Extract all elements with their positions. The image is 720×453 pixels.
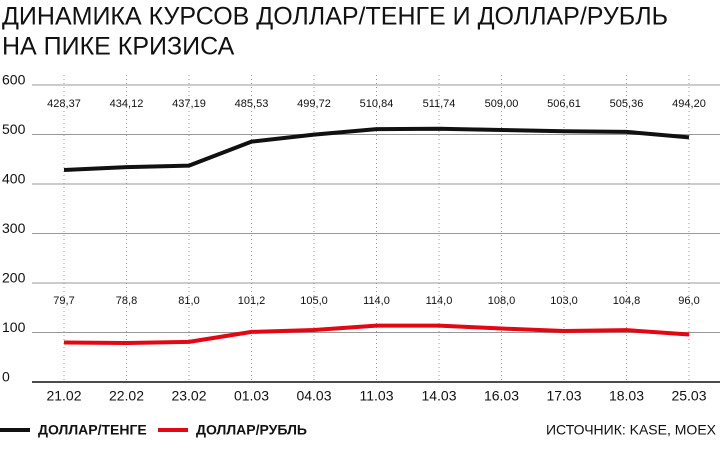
- y-tick-label: 600: [2, 72, 26, 88]
- y-tick-label: 200: [2, 270, 26, 286]
- value-label: 101,2: [238, 295, 266, 307]
- value-label: 104,8: [613, 295, 641, 307]
- source: ИСТОЧНИК: KASE, MOEX: [546, 422, 717, 438]
- value-label: 105,0: [300, 295, 328, 307]
- value-label: 494,20: [672, 98, 706, 110]
- x-tick-label: 23.02: [171, 388, 206, 404]
- x-tick-label: 11.03: [360, 388, 394, 404]
- value-label: 506,61: [547, 98, 581, 110]
- value-label: 103,0: [550, 295, 578, 307]
- y-tick-label: 0: [2, 369, 10, 385]
- y-tick-label: 400: [2, 171, 26, 187]
- x-tick-label: 25.03: [671, 388, 706, 404]
- value-label: 114,0: [426, 295, 453, 307]
- value-label: 437,19: [172, 98, 206, 110]
- x-tick-label: 22.02: [109, 388, 144, 404]
- value-label: 499,72: [297, 98, 331, 110]
- value-label: 509,00: [485, 98, 519, 110]
- value-label: 81,0: [178, 295, 199, 307]
- value-label: 510,84: [360, 98, 394, 110]
- series-line: [63, 323, 690, 345]
- y-tick-label: 500: [2, 121, 26, 137]
- x-tick-label: 14.03: [421, 388, 456, 404]
- value-label: 78,8: [116, 295, 137, 307]
- y-tick-label: 100: [2, 319, 26, 335]
- value-label: 79,7: [53, 295, 74, 307]
- value-label: 114,0: [363, 295, 390, 307]
- value-label: 511,74: [423, 98, 456, 110]
- value-label: 505,36: [610, 98, 644, 110]
- value-label: 428,37: [47, 98, 81, 110]
- x-tick-label: 01.03: [234, 388, 269, 404]
- x-tick-label: 04.03: [296, 388, 331, 404]
- value-label: 96,0: [678, 295, 699, 307]
- chart-title: ДИНАМИКА КУРСОВ ДОЛЛАР/ТЕНГЕ И ДОЛЛАР/РУ…: [2, 3, 668, 31]
- value-label: 434,12: [110, 98, 144, 110]
- series-line: [63, 126, 690, 172]
- x-tick-label: 17.03: [546, 388, 581, 404]
- legend-label: ДОЛЛАР/ТЕНГЕ: [38, 422, 147, 438]
- chart-title: НА ПИКЕ КРИЗИСА: [2, 33, 235, 61]
- value-label: 485,53: [235, 98, 269, 110]
- value-label: 108,0: [488, 295, 516, 307]
- x-tick-label: 21.02: [46, 388, 81, 404]
- y-tick-label: 300: [2, 220, 26, 236]
- x-tick-label: 16.03: [484, 388, 519, 404]
- legend-label: ДОЛЛАР/РУБЛЬ: [196, 422, 307, 438]
- x-tick-label: 18.03: [609, 388, 644, 404]
